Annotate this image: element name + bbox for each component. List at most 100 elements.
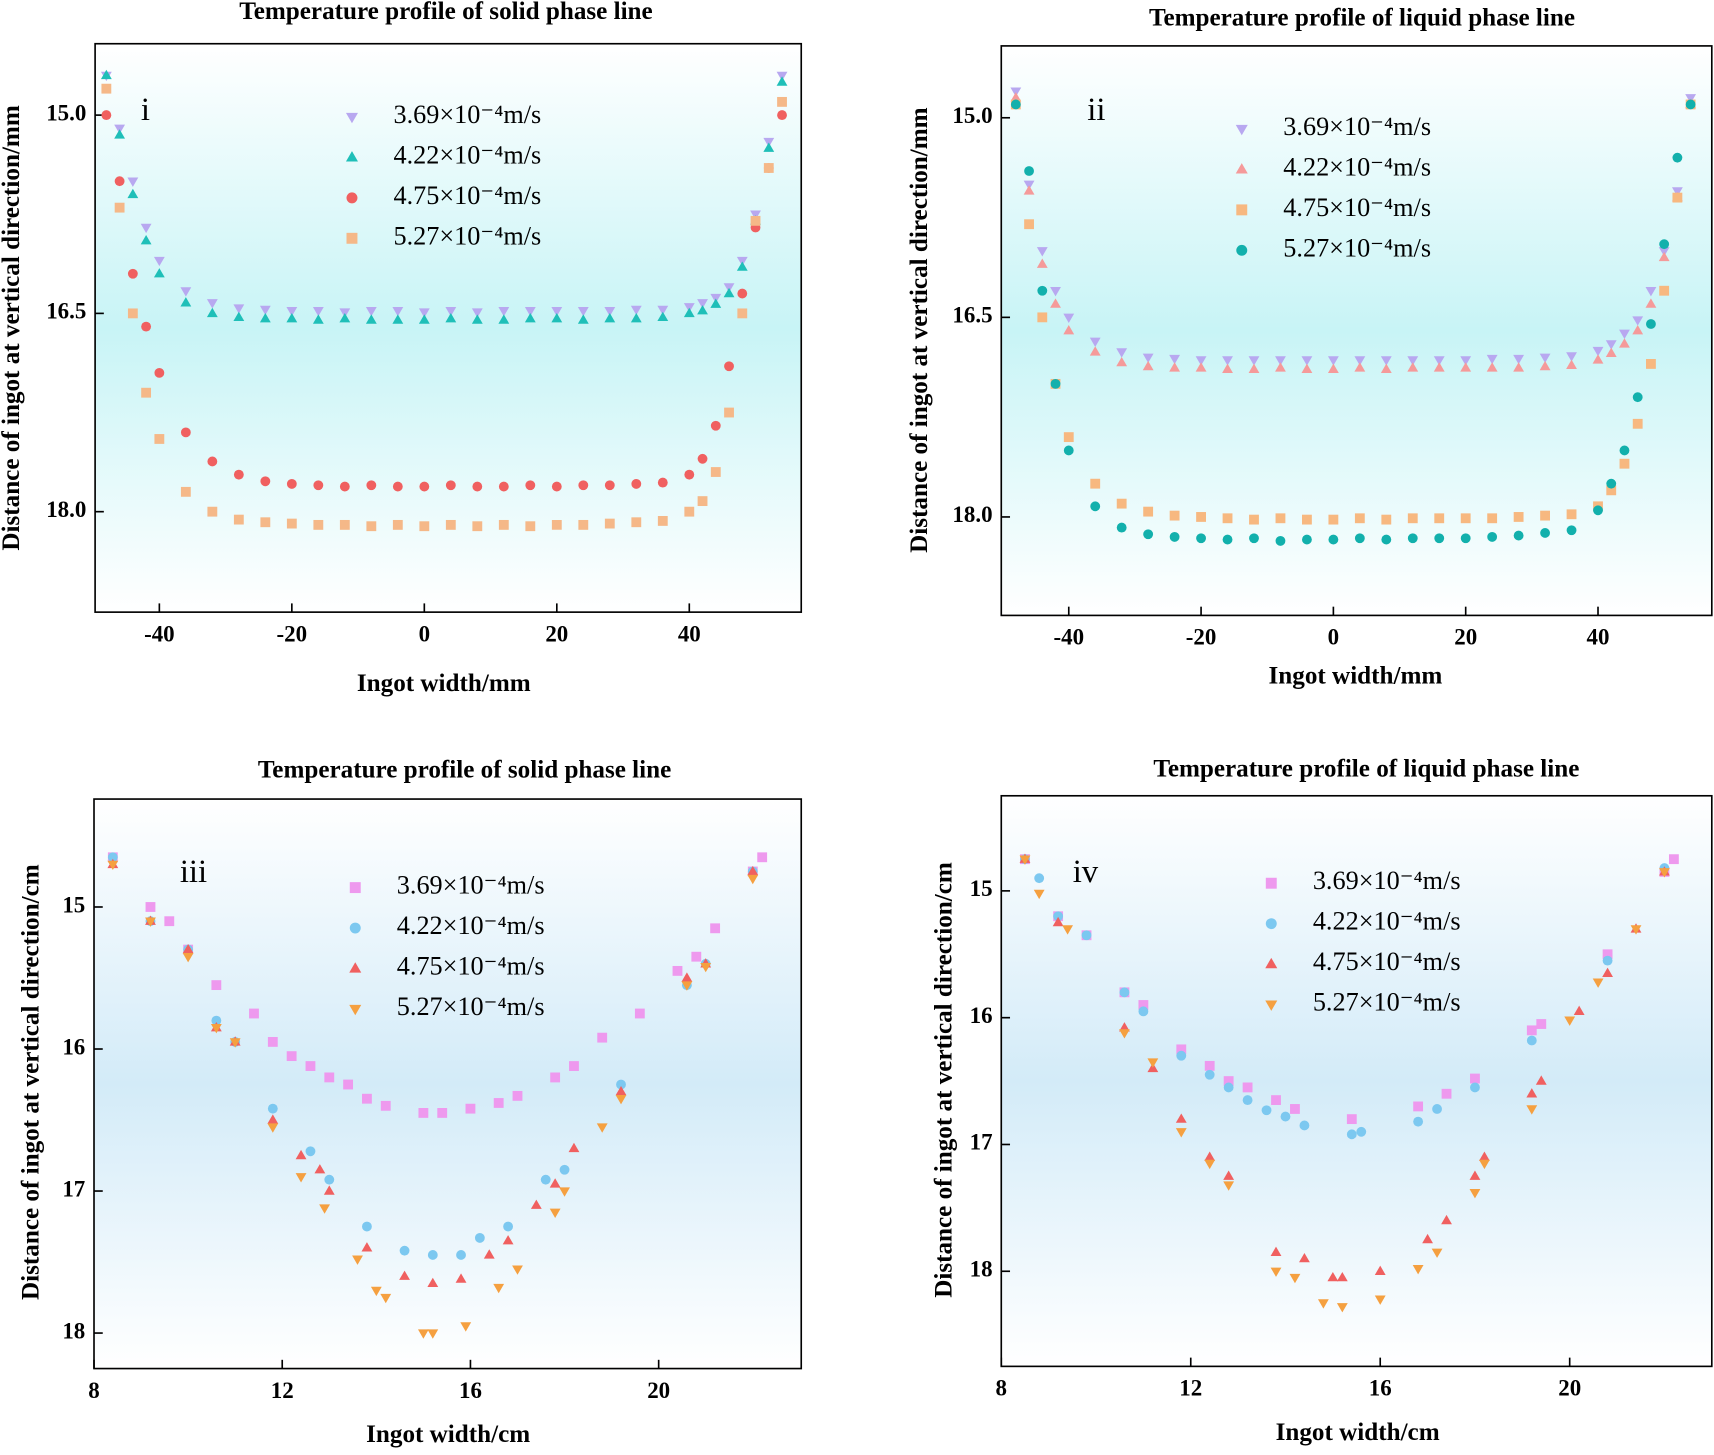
data-point — [1242, 1082, 1253, 1093]
data-point — [1432, 1104, 1442, 1114]
data-point — [1606, 478, 1617, 489]
data-point — [1346, 1114, 1357, 1125]
data-point — [233, 469, 244, 480]
data-point — [1619, 458, 1630, 469]
data-point — [460, 1322, 472, 1332]
data-point — [339, 481, 350, 492]
data-point — [524, 307, 536, 317]
x-tick-label: -40 — [1053, 625, 1084, 650]
data-point — [1222, 534, 1233, 545]
data-point — [724, 407, 734, 418]
data-point — [763, 142, 775, 152]
data-point — [615, 1085, 627, 1096]
data-point — [1433, 362, 1445, 372]
data-point — [1147, 1058, 1159, 1068]
chart-title: Temperature profile of liquid phase line — [1149, 4, 1575, 31]
data-point — [1374, 1295, 1386, 1305]
data-point — [418, 314, 430, 324]
data-point — [1271, 1095, 1281, 1106]
data-point — [455, 1273, 467, 1283]
x-tick-label: 0 — [1328, 625, 1339, 650]
data-point — [1023, 180, 1035, 190]
data-point — [1460, 356, 1472, 366]
y-axis-label: Distance of ingot at vertical direction/… — [0, 105, 25, 550]
data-point — [1275, 362, 1286, 372]
data-point — [525, 480, 536, 491]
data-point — [657, 516, 668, 526]
data-point — [1668, 854, 1679, 865]
legend-label: 4.75×10⁻⁴m/s — [394, 181, 542, 210]
legend-marker — [1236, 244, 1248, 256]
chart-title: Temperature profile of liquid phase line — [1153, 755, 1579, 782]
data-point — [681, 981, 693, 991]
data-point — [1249, 533, 1259, 544]
data-point — [1602, 967, 1613, 977]
legend-marker — [345, 112, 358, 124]
data-point — [1138, 1006, 1149, 1017]
data-point — [1460, 513, 1471, 524]
data-point — [180, 297, 192, 307]
legend-marker — [349, 1004, 362, 1016]
data-point — [127, 188, 139, 199]
data-point — [399, 1270, 410, 1280]
data-point — [127, 268, 138, 279]
data-point — [540, 1174, 551, 1185]
data-point — [577, 307, 589, 317]
data-point — [1380, 356, 1392, 366]
data-point — [777, 110, 787, 121]
data-point — [1354, 362, 1366, 372]
series — [101, 83, 787, 532]
data-point — [233, 311, 245, 322]
data-point — [616, 1079, 626, 1090]
data-point — [1380, 363, 1392, 373]
panel-label: iii — [180, 854, 207, 890]
data-point — [1441, 1088, 1452, 1099]
data-point — [1469, 1170, 1481, 1180]
data-point — [1573, 1005, 1585, 1016]
data-point — [286, 313, 298, 323]
plot-background — [95, 43, 802, 613]
legend-marker — [346, 232, 358, 244]
data-point — [206, 307, 218, 318]
y-axis-label: Distance of ingot at vertical direction/… — [906, 107, 933, 552]
legend-label: 5.27×10⁻⁴m/s — [397, 992, 545, 1021]
data-point — [1119, 1022, 1130, 1032]
data-point — [493, 1283, 505, 1294]
data-point — [1407, 513, 1418, 524]
data-point — [392, 481, 403, 492]
data-point — [1487, 513, 1498, 524]
legend-label: 4.75×10⁻⁴m/s — [397, 952, 545, 981]
legend-label: 3.69×10⁻⁴m/s — [1283, 112, 1431, 141]
data-point — [1301, 363, 1313, 373]
data-point — [1685, 99, 1696, 110]
data-point — [634, 1008, 645, 1019]
y-tick-label: 16.5 — [46, 299, 86, 324]
data-point — [437, 1108, 448, 1118]
data-point — [1540, 510, 1551, 521]
data-point — [1327, 356, 1339, 366]
data-point — [1270, 1267, 1282, 1277]
data-point — [1407, 356, 1419, 366]
x-tick-label: 12 — [271, 1378, 294, 1403]
data-point — [503, 1221, 514, 1232]
data-point — [691, 951, 702, 962]
data-point — [1036, 247, 1048, 257]
data-point — [1242, 1095, 1253, 1106]
data-point — [1196, 533, 1206, 544]
data-point — [604, 480, 615, 491]
data-point — [1354, 533, 1365, 544]
data-point — [502, 1235, 514, 1245]
data-point — [1081, 930, 1092, 941]
data-point — [399, 1245, 410, 1256]
data-point — [1280, 1111, 1291, 1122]
legend-label: 3.69×10⁻⁴m/s — [397, 871, 545, 900]
data-point — [1248, 356, 1260, 366]
data-point — [1063, 432, 1074, 443]
x-tick-label: 16 — [1369, 1376, 1392, 1401]
data-point — [207, 506, 218, 517]
legend-marker — [349, 922, 361, 934]
data-point — [1053, 911, 1064, 922]
data-point — [683, 307, 695, 318]
data-point — [1658, 247, 1670, 257]
data-point — [736, 261, 748, 271]
